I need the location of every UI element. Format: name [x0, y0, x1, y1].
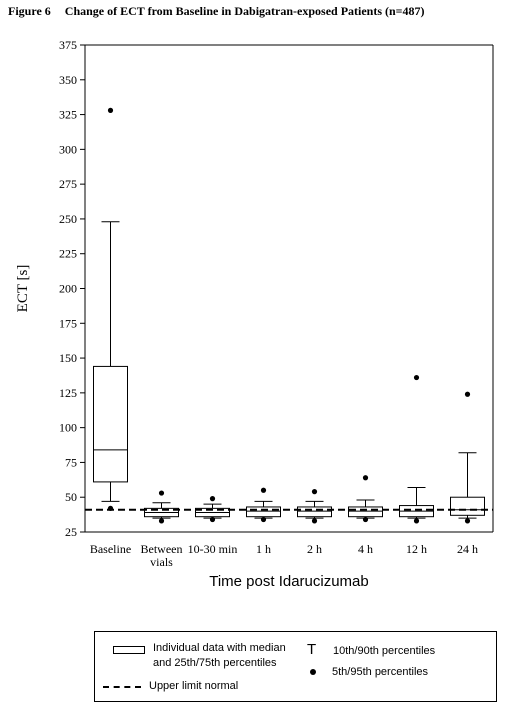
box-group — [144, 490, 179, 524]
box-plot-chart: 25 50 75 100 125 150 175 200 225 250 275 300 325 350 3… — [15, 38, 494, 590]
y-tick-label: 325 — [59, 108, 77, 122]
dashed-line-symbol — [103, 686, 141, 688]
legend-whisker-label: 10th/90th percentiles — [333, 645, 436, 657]
p95-dot — [107, 107, 114, 113]
y-axis-label: ECT [s] — [15, 265, 31, 313]
y-tick-label: 50 — [65, 490, 77, 504]
p5-dot — [209, 516, 216, 523]
legend-box-label-line2: and 25th/75th percentiles — [153, 657, 277, 669]
p95-dot — [158, 490, 165, 496]
p95-dot — [209, 496, 216, 502]
p5-dot — [260, 516, 267, 523]
p5-dot — [413, 518, 420, 524]
legend-box-label-line1: Individual data with median — [153, 642, 286, 654]
p5-dot — [311, 518, 318, 524]
x-tick-label: 4 h — [358, 542, 373, 556]
x-tick-label: Baseline — [90, 542, 131, 556]
legend-item-box: Individual data with median and 25th/75t… — [113, 641, 286, 671]
box-group — [93, 107, 128, 511]
figure-title: Figure 6 Change of ECT from Baseline in D… — [8, 4, 425, 19]
box-group — [246, 487, 281, 523]
y-tick-label: 150 — [59, 351, 77, 365]
y-tick-label: 375 — [59, 38, 77, 52]
x-tick-label: Between — [141, 542, 183, 556]
box-group — [195, 496, 230, 523]
axes — [84, 44, 494, 533]
y-tick-label: 300 — [59, 142, 77, 156]
legend-item-line: Upper limit normal — [103, 679, 238, 694]
y-tick-label: 275 — [59, 177, 77, 191]
y-tick-label: 125 — [59, 386, 77, 400]
p5-dot — [464, 518, 471, 524]
y-tick-label: 225 — [59, 247, 77, 261]
p5-dot — [107, 505, 114, 511]
legend: Individual data with median and 25th/75t… — [94, 631, 497, 702]
box-group — [348, 475, 383, 523]
figure-label: Figure 6 — [8, 4, 51, 18]
y-tick-label: 25 — [65, 525, 77, 539]
x-axis-label: Time post Idarucizumab — [209, 573, 369, 590]
box-iqr — [348, 506, 383, 518]
legend-item-whisker: T 10th/90th percentiles — [307, 641, 436, 659]
y-tick-label: 200 — [59, 282, 77, 296]
boxes — [93, 107, 485, 524]
y-tick-label: 250 — [59, 212, 77, 226]
p95-dot — [464, 391, 471, 397]
p95-dot — [362, 475, 369, 481]
p95-dot — [413, 374, 420, 381]
x-tick-label: 12 h — [406, 542, 427, 556]
box-symbol — [113, 646, 145, 654]
x-tick-label: 10-30 min — [188, 542, 238, 556]
p95-dot — [260, 487, 267, 493]
y-ticks: 25 50 75 100 125 150 175 200 225 250 275 300 325 350 3… — [59, 38, 85, 539]
y-tick-label: 175 — [59, 316, 77, 330]
box-group — [399, 374, 434, 524]
x-tick-label: 24 h — [457, 542, 478, 556]
y-tick-label: 100 — [59, 421, 77, 435]
box-group — [297, 489, 332, 524]
box-group — [450, 391, 485, 524]
box-iqr — [93, 365, 128, 483]
whisker-symbol: T — [307, 641, 317, 658]
x-tick-label: 1 h — [256, 542, 271, 556]
legend-dot-label: 5th/95th percentiles — [332, 666, 429, 678]
chart-title: Change of ECT from Baseline in Dabigatra… — [64, 4, 425, 18]
box-iqr — [246, 506, 281, 518]
box-iqr — [450, 496, 485, 516]
legend-line-label: Upper limit normal — [149, 680, 239, 692]
x-tick-label: 2 h — [307, 542, 322, 556]
p95-dot — [311, 489, 318, 495]
p5-dot — [158, 518, 165, 524]
y-tick-label: 350 — [59, 73, 77, 87]
dot-symbol — [310, 669, 316, 675]
legend-item-dot: 5th/95th percentiles — [307, 665, 428, 680]
x-tick-label: vials — [150, 555, 173, 569]
y-tick-label: 75 — [65, 455, 77, 469]
p5-dot — [362, 516, 369, 523]
box-iqr — [297, 506, 332, 518]
